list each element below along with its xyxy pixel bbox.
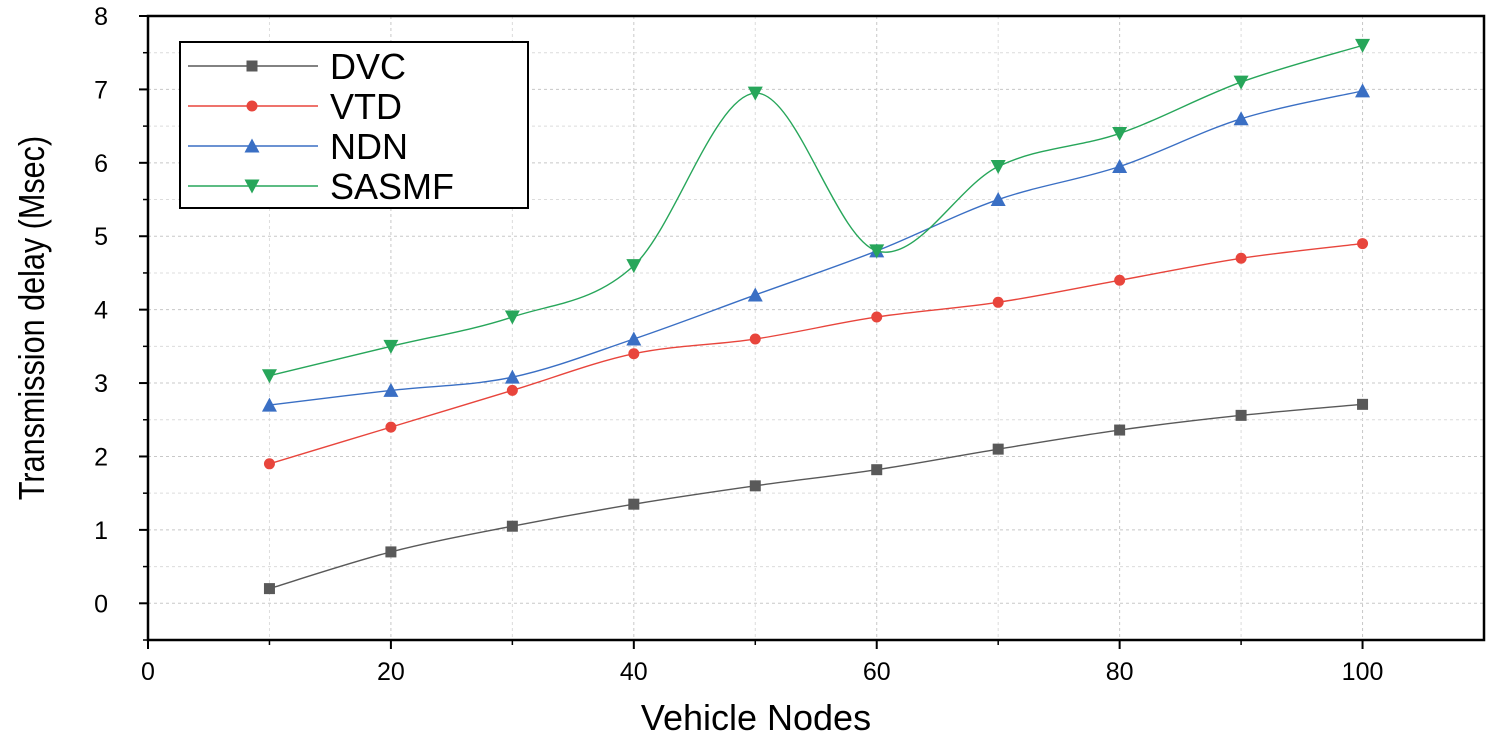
x-tick-label: 80	[1106, 658, 1134, 686]
data-point-vtd	[992, 296, 1004, 308]
series-line-vtd	[269, 242, 1363, 465]
data-point-vtd	[506, 384, 518, 396]
data-point-ndn	[1112, 158, 1128, 173]
legend-label-sasmf: SASMF	[330, 166, 454, 207]
series-ndn	[261, 83, 1371, 412]
data-point-dvc	[1357, 398, 1369, 410]
series-vtd	[263, 238, 1369, 470]
y-tick-label: 7	[94, 76, 108, 104]
x-tick-label: 20	[377, 658, 405, 686]
data-point-sasmf	[990, 159, 1006, 174]
y-tick-label: 5	[94, 223, 108, 251]
data-point-dvc	[628, 498, 640, 510]
legend-item-vtd: VTD	[188, 86, 402, 127]
data-point-dvc	[385, 546, 397, 558]
data-point-ndn	[383, 382, 399, 397]
data-point-vtd	[871, 311, 883, 323]
axis-ticks: 0 20 40 60 80 100 0 1 2 3 4 5 6 7 8	[94, 3, 1383, 686]
data-point-sasmf	[1355, 38, 1371, 53]
data-point-dvc	[506, 520, 518, 532]
legend-item-dvc: DVC	[188, 46, 406, 87]
x-tick-label: 100	[1342, 658, 1384, 686]
y-tick-label: 6	[94, 150, 108, 178]
x-axis-title: Vehicle Nodes	[641, 697, 871, 734]
data-point-vtd	[1235, 252, 1247, 264]
data-point-dvc	[263, 583, 275, 595]
data-point-vtd	[385, 421, 397, 433]
data-point-dvc	[1114, 424, 1126, 436]
grid	[148, 16, 1484, 640]
y-tick-label: 1	[94, 517, 108, 545]
data-point-ndn	[1233, 111, 1249, 126]
data-point-sasmf	[869, 244, 885, 259]
legend-item-sasmf: SASMF	[188, 166, 454, 207]
data-point-ndn	[1355, 83, 1371, 98]
data-point-sasmf	[504, 310, 520, 325]
data-point-sasmf	[383, 339, 399, 354]
legend-item-ndn: NDN	[188, 126, 408, 167]
series-line-sasmf	[269, 44, 1363, 377]
legend-box	[179, 41, 529, 209]
legend-label-dvc: DVC	[330, 46, 406, 87]
y-tick-label: 2	[94, 443, 108, 471]
y-tick-label: 8	[94, 3, 108, 31]
data-point-vtd	[1114, 274, 1126, 286]
data-point-vtd	[628, 348, 640, 360]
series-sasmf	[261, 38, 1371, 384]
legend-marker-sasmf	[244, 179, 260, 194]
data-point-vtd	[1357, 238, 1369, 250]
data-point-ndn	[504, 369, 520, 384]
data-point-sasmf	[261, 369, 277, 384]
legend-label-ndn: NDN	[330, 126, 408, 167]
legend-label-vtd: VTD	[330, 86, 402, 127]
data-point-sasmf	[1112, 126, 1128, 141]
data-point-dvc	[1235, 409, 1247, 421]
data-point-sasmf	[626, 259, 642, 274]
x-tick-label: 60	[863, 658, 891, 686]
data-point-vtd	[263, 458, 275, 470]
legend-marker-vtd	[246, 100, 258, 112]
data-point-dvc	[992, 443, 1004, 455]
data-point-ndn	[261, 397, 277, 412]
data-point-ndn	[747, 287, 763, 302]
series-group	[261, 38, 1371, 595]
x-tick-label: 40	[620, 658, 648, 686]
series-dvc	[263, 398, 1369, 595]
plot-frame	[146, 14, 1486, 642]
y-tick-label: 3	[94, 370, 108, 398]
y-tick-label: 4	[94, 297, 108, 325]
data-point-ndn	[626, 331, 642, 346]
data-point-dvc	[871, 464, 883, 476]
y-axis-title: Transmission delay (Msec)	[13, 136, 53, 500]
data-point-vtd	[749, 333, 761, 345]
data-point-dvc	[749, 480, 761, 492]
series-line-ndn	[269, 90, 1363, 406]
y-tick-label: 0	[94, 590, 108, 618]
series-line-dvc	[269, 403, 1363, 590]
data-point-ndn	[990, 192, 1006, 207]
x-tick-label: 0	[141, 658, 155, 686]
data-point-sasmf	[1233, 75, 1249, 90]
legend-marker-ndn	[244, 138, 260, 153]
data-point-sasmf	[747, 86, 763, 101]
legend-marker-dvc	[246, 60, 258, 72]
